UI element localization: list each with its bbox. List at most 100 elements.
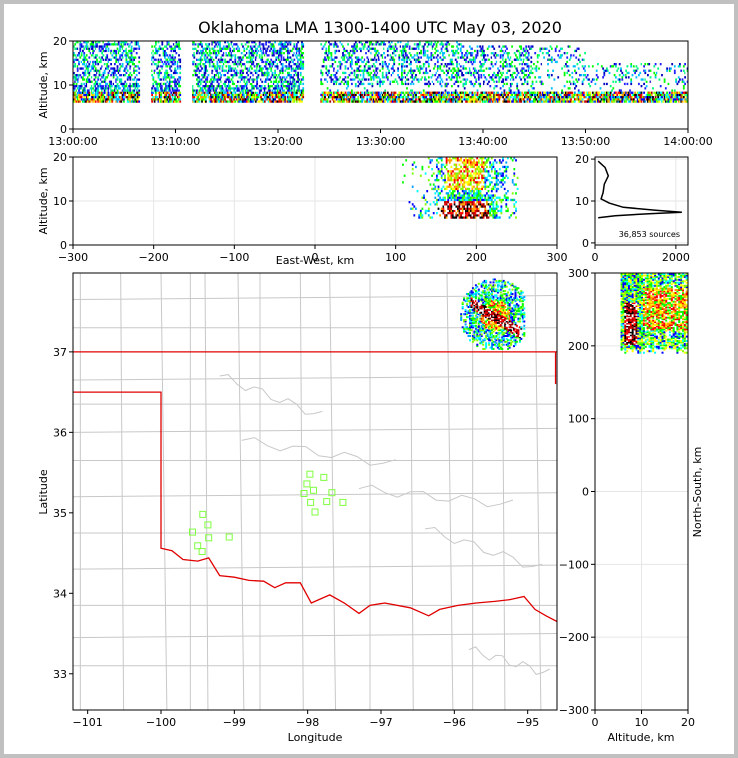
time-height-source [457, 43, 460, 46]
time-height-source [466, 98, 469, 101]
time-height-source [494, 52, 497, 55]
time-height-source [375, 43, 378, 46]
time-height-source [471, 47, 474, 50]
time-height-source [365, 58, 367, 61]
time-height-source [466, 100, 469, 103]
time-height-source [198, 63, 201, 66]
time-height-source [367, 78, 370, 81]
time-height-source [211, 93, 214, 97]
time-height-source [412, 98, 415, 101]
time-height-source [322, 93, 325, 97]
time-height-source [170, 76, 173, 79]
time-height-source [406, 76, 408, 79]
time-height-source [427, 93, 430, 97]
time-height-source [518, 47, 521, 50]
time-height-source [299, 49, 302, 53]
time-height-source [435, 56, 438, 59]
time-height-source [174, 96, 176, 99]
time-height-source [357, 58, 360, 61]
time-height-source [366, 93, 369, 97]
time-height-source [351, 52, 353, 55]
time-height-source [125, 56, 128, 59]
time-height-source [242, 69, 244, 72]
time-height-source [242, 98, 244, 101]
time-height-source [401, 100, 403, 103]
time-height-source [230, 87, 233, 90]
time-height-source [230, 52, 233, 55]
time-height-source [383, 41, 385, 44]
time-height-source [138, 71, 141, 75]
time-height-source [153, 87, 156, 90]
time-height-source [476, 100, 479, 103]
time-height-source [360, 49, 362, 53]
time-height-source [248, 93, 251, 97]
time-height-source [225, 80, 228, 83]
time-height-source [111, 93, 114, 97]
time-height-source [390, 47, 393, 50]
time-height-source [225, 96, 228, 99]
time-height-source [225, 100, 228, 103]
time-height-source [481, 67, 484, 70]
time-height-source [507, 98, 510, 101]
time-height-source [103, 78, 106, 81]
time-height-source [548, 89, 551, 92]
time-height-source [87, 82, 89, 86]
time-height-source [483, 82, 485, 86]
time-height-source [385, 76, 388, 79]
time-height-source [283, 89, 285, 92]
time-height-source [172, 65, 175, 68]
time-height-source [462, 67, 465, 70]
time-height-source [171, 96, 174, 99]
time-height-source [375, 67, 378, 70]
time-height-source [134, 76, 137, 79]
time-height-source [125, 49, 128, 53]
time-height-source [85, 98, 88, 101]
time-height-source [110, 63, 112, 66]
time-height-source [131, 56, 134, 59]
time-height-source [468, 58, 471, 61]
time-height-source [96, 87, 98, 90]
time-height-source [212, 93, 215, 97]
time-height-source [246, 82, 248, 86]
time-height-source [275, 52, 278, 55]
time-height-source [401, 63, 403, 66]
time-height-source [102, 58, 105, 61]
time-height-source [157, 98, 160, 101]
time-height-source [152, 82, 155, 86]
time-height-source [518, 100, 521, 103]
time-height-source [178, 41, 180, 44]
time-height-source [233, 96, 235, 99]
time-height-source [333, 65, 335, 68]
time-height-source [401, 67, 403, 70]
time-height-source [476, 93, 479, 97]
time-height-source [257, 63, 260, 66]
time-height-source [254, 93, 257, 97]
time-height-source [518, 45, 521, 48]
time-height-source [453, 87, 456, 90]
time-height-source [334, 52, 337, 55]
time-height-source [249, 85, 252, 88]
time-height-source [509, 65, 512, 68]
time-height-source [335, 91, 338, 94]
time-height-source [445, 98, 448, 101]
time-height-source [106, 93, 109, 97]
time-height-source [511, 65, 513, 68]
time-height-source [431, 78, 434, 81]
time-height-source [198, 91, 201, 94]
time-height-source [448, 49, 451, 53]
time-height-source [357, 47, 360, 50]
time-height-source [87, 41, 89, 44]
time-height-source [242, 56, 244, 59]
time-height-source [253, 43, 256, 46]
time-height-source [199, 96, 202, 99]
time-height-source [103, 87, 106, 90]
time-height-source [196, 65, 198, 68]
time-height-source [219, 49, 221, 53]
time-height-source [274, 87, 276, 90]
time-height-source [267, 54, 270, 57]
time-height-source [321, 65, 324, 68]
time-height-source [490, 91, 493, 94]
time-height-source [116, 47, 119, 50]
time-height-source [527, 45, 530, 48]
time-height-source [197, 100, 200, 103]
